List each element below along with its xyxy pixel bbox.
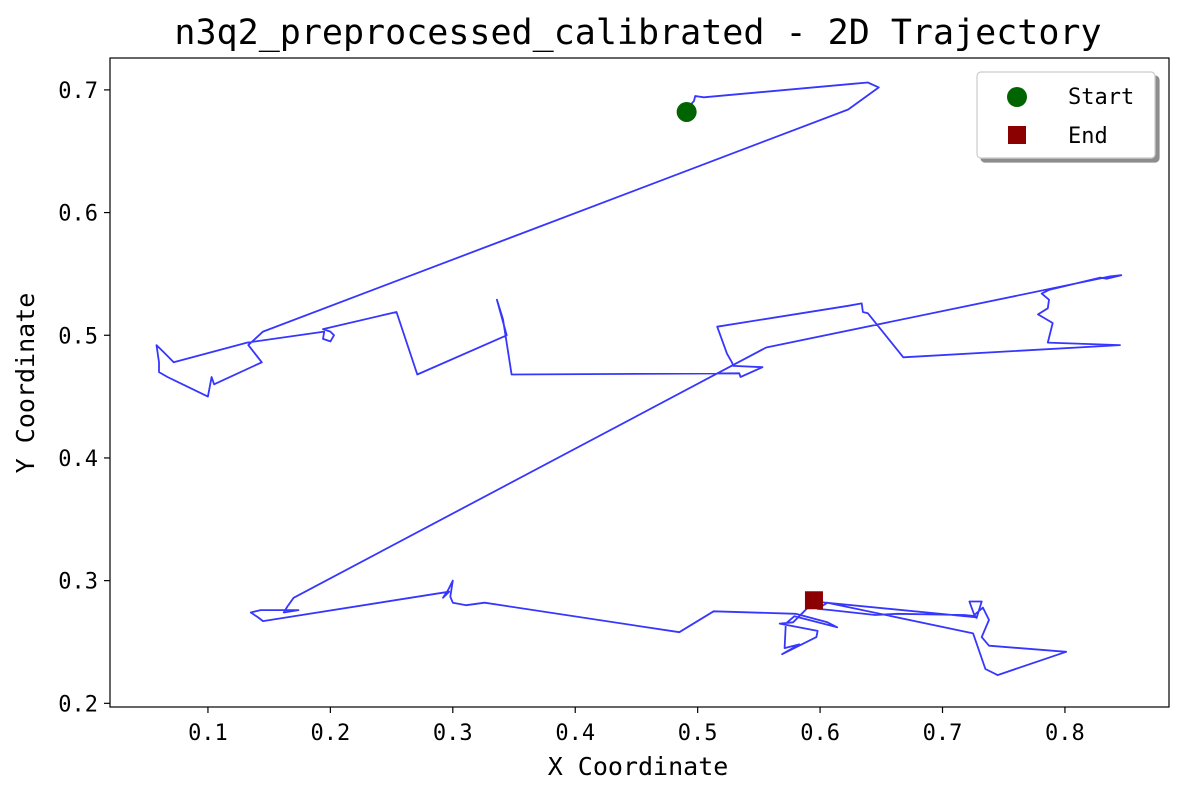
y-tick-label: 0.7 bbox=[58, 79, 98, 104]
trajectory-line bbox=[155, 81, 1123, 676]
legend-start-label: Start bbox=[1068, 85, 1134, 110]
x-tick-label: 0.3 bbox=[433, 721, 473, 746]
y-tick-label: 0.3 bbox=[58, 570, 98, 595]
legend-start-marker bbox=[1007, 87, 1027, 107]
y-axis-ticks: 0.2 0.3 0.4 0.5 0.6 0.7 bbox=[58, 79, 110, 717]
y-tick-label: 0.2 bbox=[58, 692, 98, 717]
x-tick-label: 0.4 bbox=[555, 721, 595, 746]
plot-area-frame bbox=[109, 57, 1170, 708]
end-marker bbox=[804, 591, 823, 610]
y-axis-label: Y Coordinate bbox=[11, 293, 40, 474]
chart-title: n3q2_preprocessed_calibrated - 2D Trajec… bbox=[174, 13, 1101, 53]
x-tick-label: 0.5 bbox=[678, 721, 718, 746]
y-tick-label: 0.5 bbox=[58, 324, 98, 349]
x-axis-ticks: 0.1 0.2 0.3 0.4 0.5 0.6 0.7 0.8 bbox=[188, 707, 1085, 746]
y-tick-label: 0.4 bbox=[58, 447, 98, 472]
x-axis-label: X Coordinate bbox=[548, 752, 729, 781]
x-tick-label: 0.1 bbox=[188, 721, 228, 746]
legend-end-marker bbox=[1008, 126, 1026, 144]
start-marker bbox=[676, 101, 697, 122]
x-tick-label: 0.6 bbox=[800, 721, 840, 746]
x-tick-label: 0.2 bbox=[310, 721, 350, 746]
y-tick-label: 0.6 bbox=[58, 202, 98, 227]
legend: Start End bbox=[976, 71, 1156, 159]
x-tick-label: 0.7 bbox=[923, 721, 963, 746]
legend-end-label: End bbox=[1068, 124, 1108, 149]
x-tick-label: 0.8 bbox=[1045, 721, 1085, 746]
